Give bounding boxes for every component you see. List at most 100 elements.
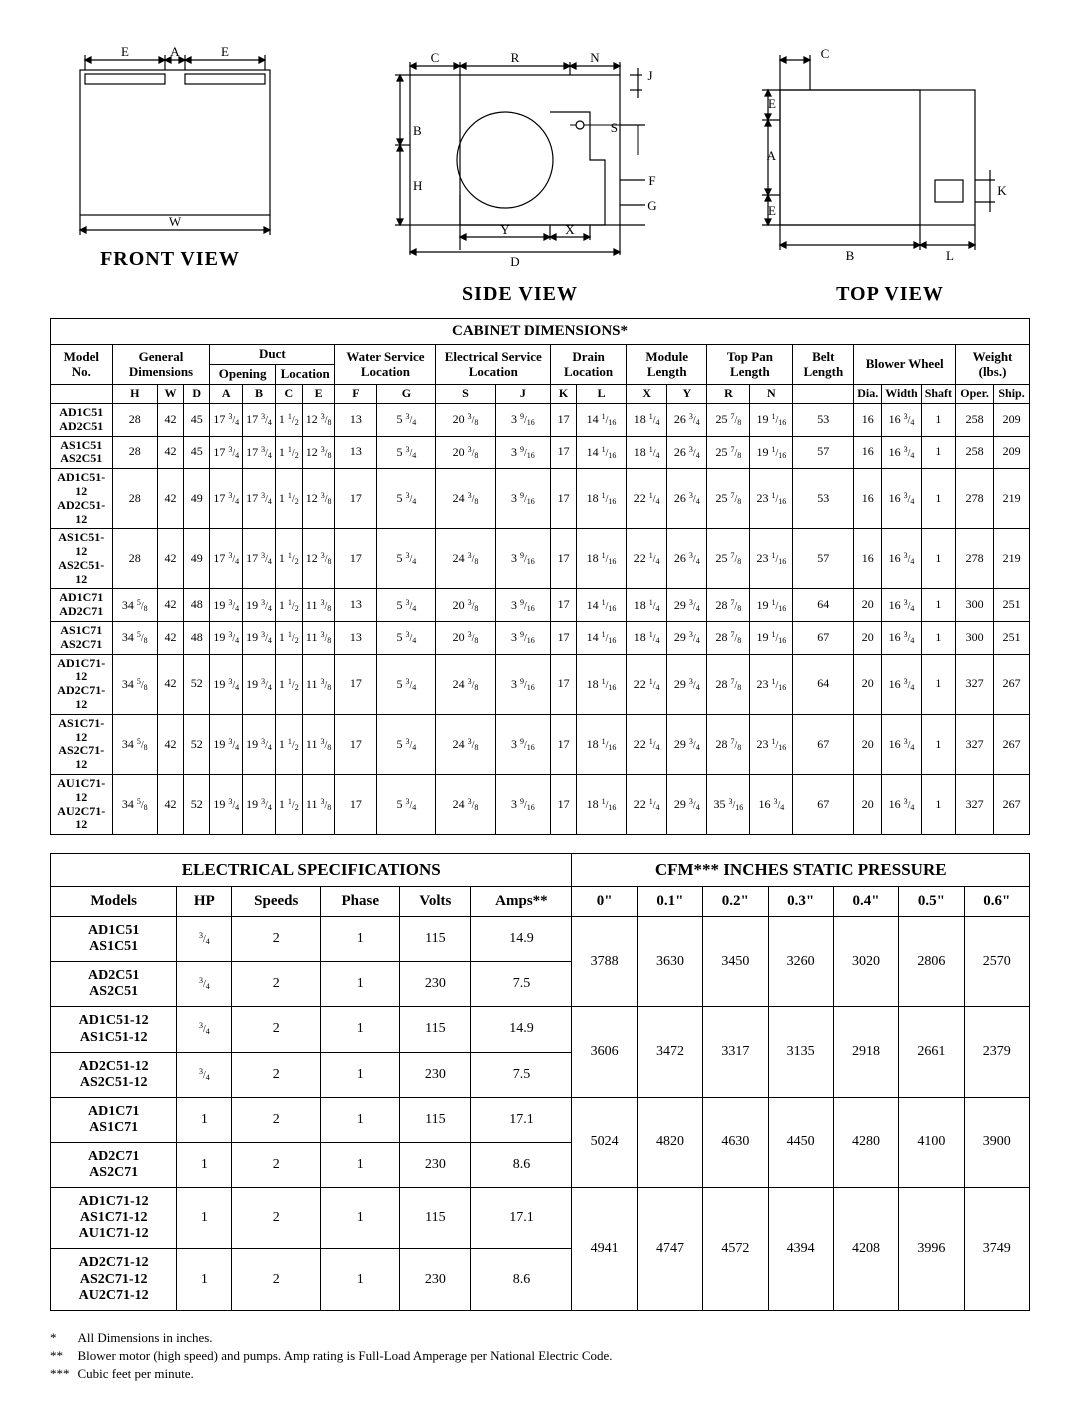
- cabinet-model: AS1C71AS2C71: [51, 622, 113, 655]
- elec-col: Speeds: [232, 886, 321, 916]
- cabinet-cell: 1: [921, 654, 955, 714]
- cabinet-cell: 14 1/16: [576, 622, 626, 655]
- cabinet-model: AU1C71-12AU2C71-12: [51, 775, 113, 835]
- front-view: EAE W FRONT VIEW: [50, 40, 290, 306]
- cfm-cell: 2918: [833, 1007, 898, 1097]
- cabinet-cell: 17: [335, 654, 377, 714]
- cabinet-cell: 17: [551, 403, 577, 436]
- svg-text:R: R: [511, 50, 520, 65]
- cabinet-cell: 327: [956, 654, 994, 714]
- cabinet-cell: 19 3/4: [243, 714, 276, 774]
- svg-text:L: L: [946, 248, 954, 263]
- svg-text:B: B: [846, 248, 855, 263]
- cfm-cell: 3788: [572, 917, 637, 1007]
- cabinet-cell: 23 1/16: [750, 714, 793, 774]
- cfm-cell: 4100: [899, 1097, 964, 1187]
- cabinet-cell: 57: [793, 529, 854, 589]
- elec-model: AD1C51AS1C51: [51, 917, 177, 962]
- cfm-cell: 4208: [833, 1188, 898, 1311]
- cabinet-col: J: [495, 385, 551, 404]
- cabinet-cell: 34 5/8: [112, 775, 157, 835]
- cabinet-cell: 20: [854, 622, 882, 655]
- cabinet-cell: 45: [184, 403, 210, 436]
- cabinet-cell: 278: [956, 529, 994, 589]
- top-view-label: TOP VIEW: [750, 283, 1030, 306]
- cabinet-cell: 64: [793, 654, 854, 714]
- cabinet-cell: 1 1/2: [275, 622, 302, 655]
- cabinet-cell: 258: [956, 436, 994, 469]
- cabinet-cell: 22 1/4: [626, 775, 666, 835]
- cabinet-cell: 17: [335, 775, 377, 835]
- cabinet-cell: 14 1/16: [576, 436, 626, 469]
- cabinet-cell: 23 1/16: [750, 529, 793, 589]
- cabinet-col: Shaft: [921, 385, 955, 404]
- cabinet-cell: 3 9/16: [495, 469, 551, 529]
- cabinet-cell: 13: [335, 403, 377, 436]
- cfm-cell: 2806: [899, 917, 964, 1007]
- cabinet-cell: 34 5/8: [112, 714, 157, 774]
- cabinet-cell: 5 3/4: [377, 529, 436, 589]
- svg-text:E: E: [121, 44, 129, 59]
- cabinet-cell: 14 1/16: [576, 403, 626, 436]
- svg-text:B: B: [413, 123, 422, 138]
- cfm-col: 0.3": [768, 886, 833, 916]
- cabinet-cell: 18 1/4: [626, 436, 666, 469]
- svg-text:C: C: [431, 50, 440, 65]
- cabinet-model: AD1C71-12AD2C71-12: [51, 654, 113, 714]
- cabinet-cell: 67: [793, 622, 854, 655]
- cfm-cell: 2570: [964, 917, 1029, 1007]
- svg-text:E: E: [768, 203, 776, 218]
- cabinet-cell: 42: [157, 403, 183, 436]
- cabinet-cell: 11 3/8: [302, 775, 335, 835]
- cfm-cell: 3900: [964, 1097, 1029, 1187]
- cabinet-cell: 1 1/2: [275, 436, 302, 469]
- cabinet-cell: 18 1/16: [576, 775, 626, 835]
- cabinet-cell: 219: [994, 529, 1030, 589]
- cabinet-cell: 327: [956, 714, 994, 774]
- cabinet-cell: 19 1/16: [750, 436, 793, 469]
- footnotes: *All Dimensions in inches.**Blower motor…: [50, 1329, 621, 1384]
- cfm-cell: 3749: [964, 1188, 1029, 1311]
- cabinet-cell: 19 3/4: [243, 622, 276, 655]
- cabinet-cell: 20 3/8: [436, 403, 495, 436]
- cfm-cell: 2661: [899, 1007, 964, 1097]
- cabinet-cell: 17: [551, 469, 577, 529]
- cabinet-cell: 34 5/8: [112, 654, 157, 714]
- elec-model: AD2C51-12AS2C51-12: [51, 1052, 177, 1097]
- cabinet-cell: 16 3/4: [882, 403, 921, 436]
- cfm-cell: 3260: [768, 917, 833, 1007]
- elec-col: Models: [51, 886, 177, 916]
- elec-model: AD1C71AS1C71: [51, 1097, 177, 1142]
- cabinet-cell: 1: [921, 775, 955, 835]
- cabinet-cell: 18 1/4: [626, 403, 666, 436]
- note-mark: *: [50, 1329, 78, 1347]
- elec-col: HP: [177, 886, 232, 916]
- cabinet-col: Width: [882, 385, 921, 404]
- cabinet-cell: 17: [335, 529, 377, 589]
- cabinet-cell: 12 3/8: [302, 436, 335, 469]
- cabinet-cell: 16 3/4: [882, 469, 921, 529]
- cabinet-cell: 52: [184, 714, 210, 774]
- side-view-label: SIDE VIEW: [370, 283, 670, 306]
- cfm-col: 0.1": [637, 886, 702, 916]
- cabinet-model: AD1C51-12AD2C51-12: [51, 469, 113, 529]
- cabinet-col: E: [302, 385, 335, 404]
- cabinet-model: AD1C51AD2C51: [51, 403, 113, 436]
- top-view: C EAE K BL TOP VIEW: [750, 40, 1030, 306]
- cabinet-cell: 20: [854, 714, 882, 774]
- cabinet-cell: 17: [551, 622, 577, 655]
- cabinet-cell: 19 3/4: [243, 654, 276, 714]
- cabinet-cell: 17 3/4: [210, 436, 243, 469]
- cabinet-cell: 18 1/16: [576, 469, 626, 529]
- cabinet-cell: 1 1/2: [275, 654, 302, 714]
- cabinet-cell: 28: [112, 529, 157, 589]
- cabinet-cell: 3 9/16: [495, 436, 551, 469]
- elec-title: ELECTRICAL SPECIFICATIONS: [51, 854, 572, 887]
- cabinet-cell: 17 3/4: [243, 529, 276, 589]
- cfm-cell: 4941: [572, 1188, 637, 1311]
- cabinet-cell: 42: [157, 469, 183, 529]
- cabinet-cell: 25 7/8: [707, 436, 750, 469]
- cabinet-cell: 17: [335, 714, 377, 774]
- cabinet-cell: 1 1/2: [275, 529, 302, 589]
- svg-text:W: W: [169, 214, 182, 229]
